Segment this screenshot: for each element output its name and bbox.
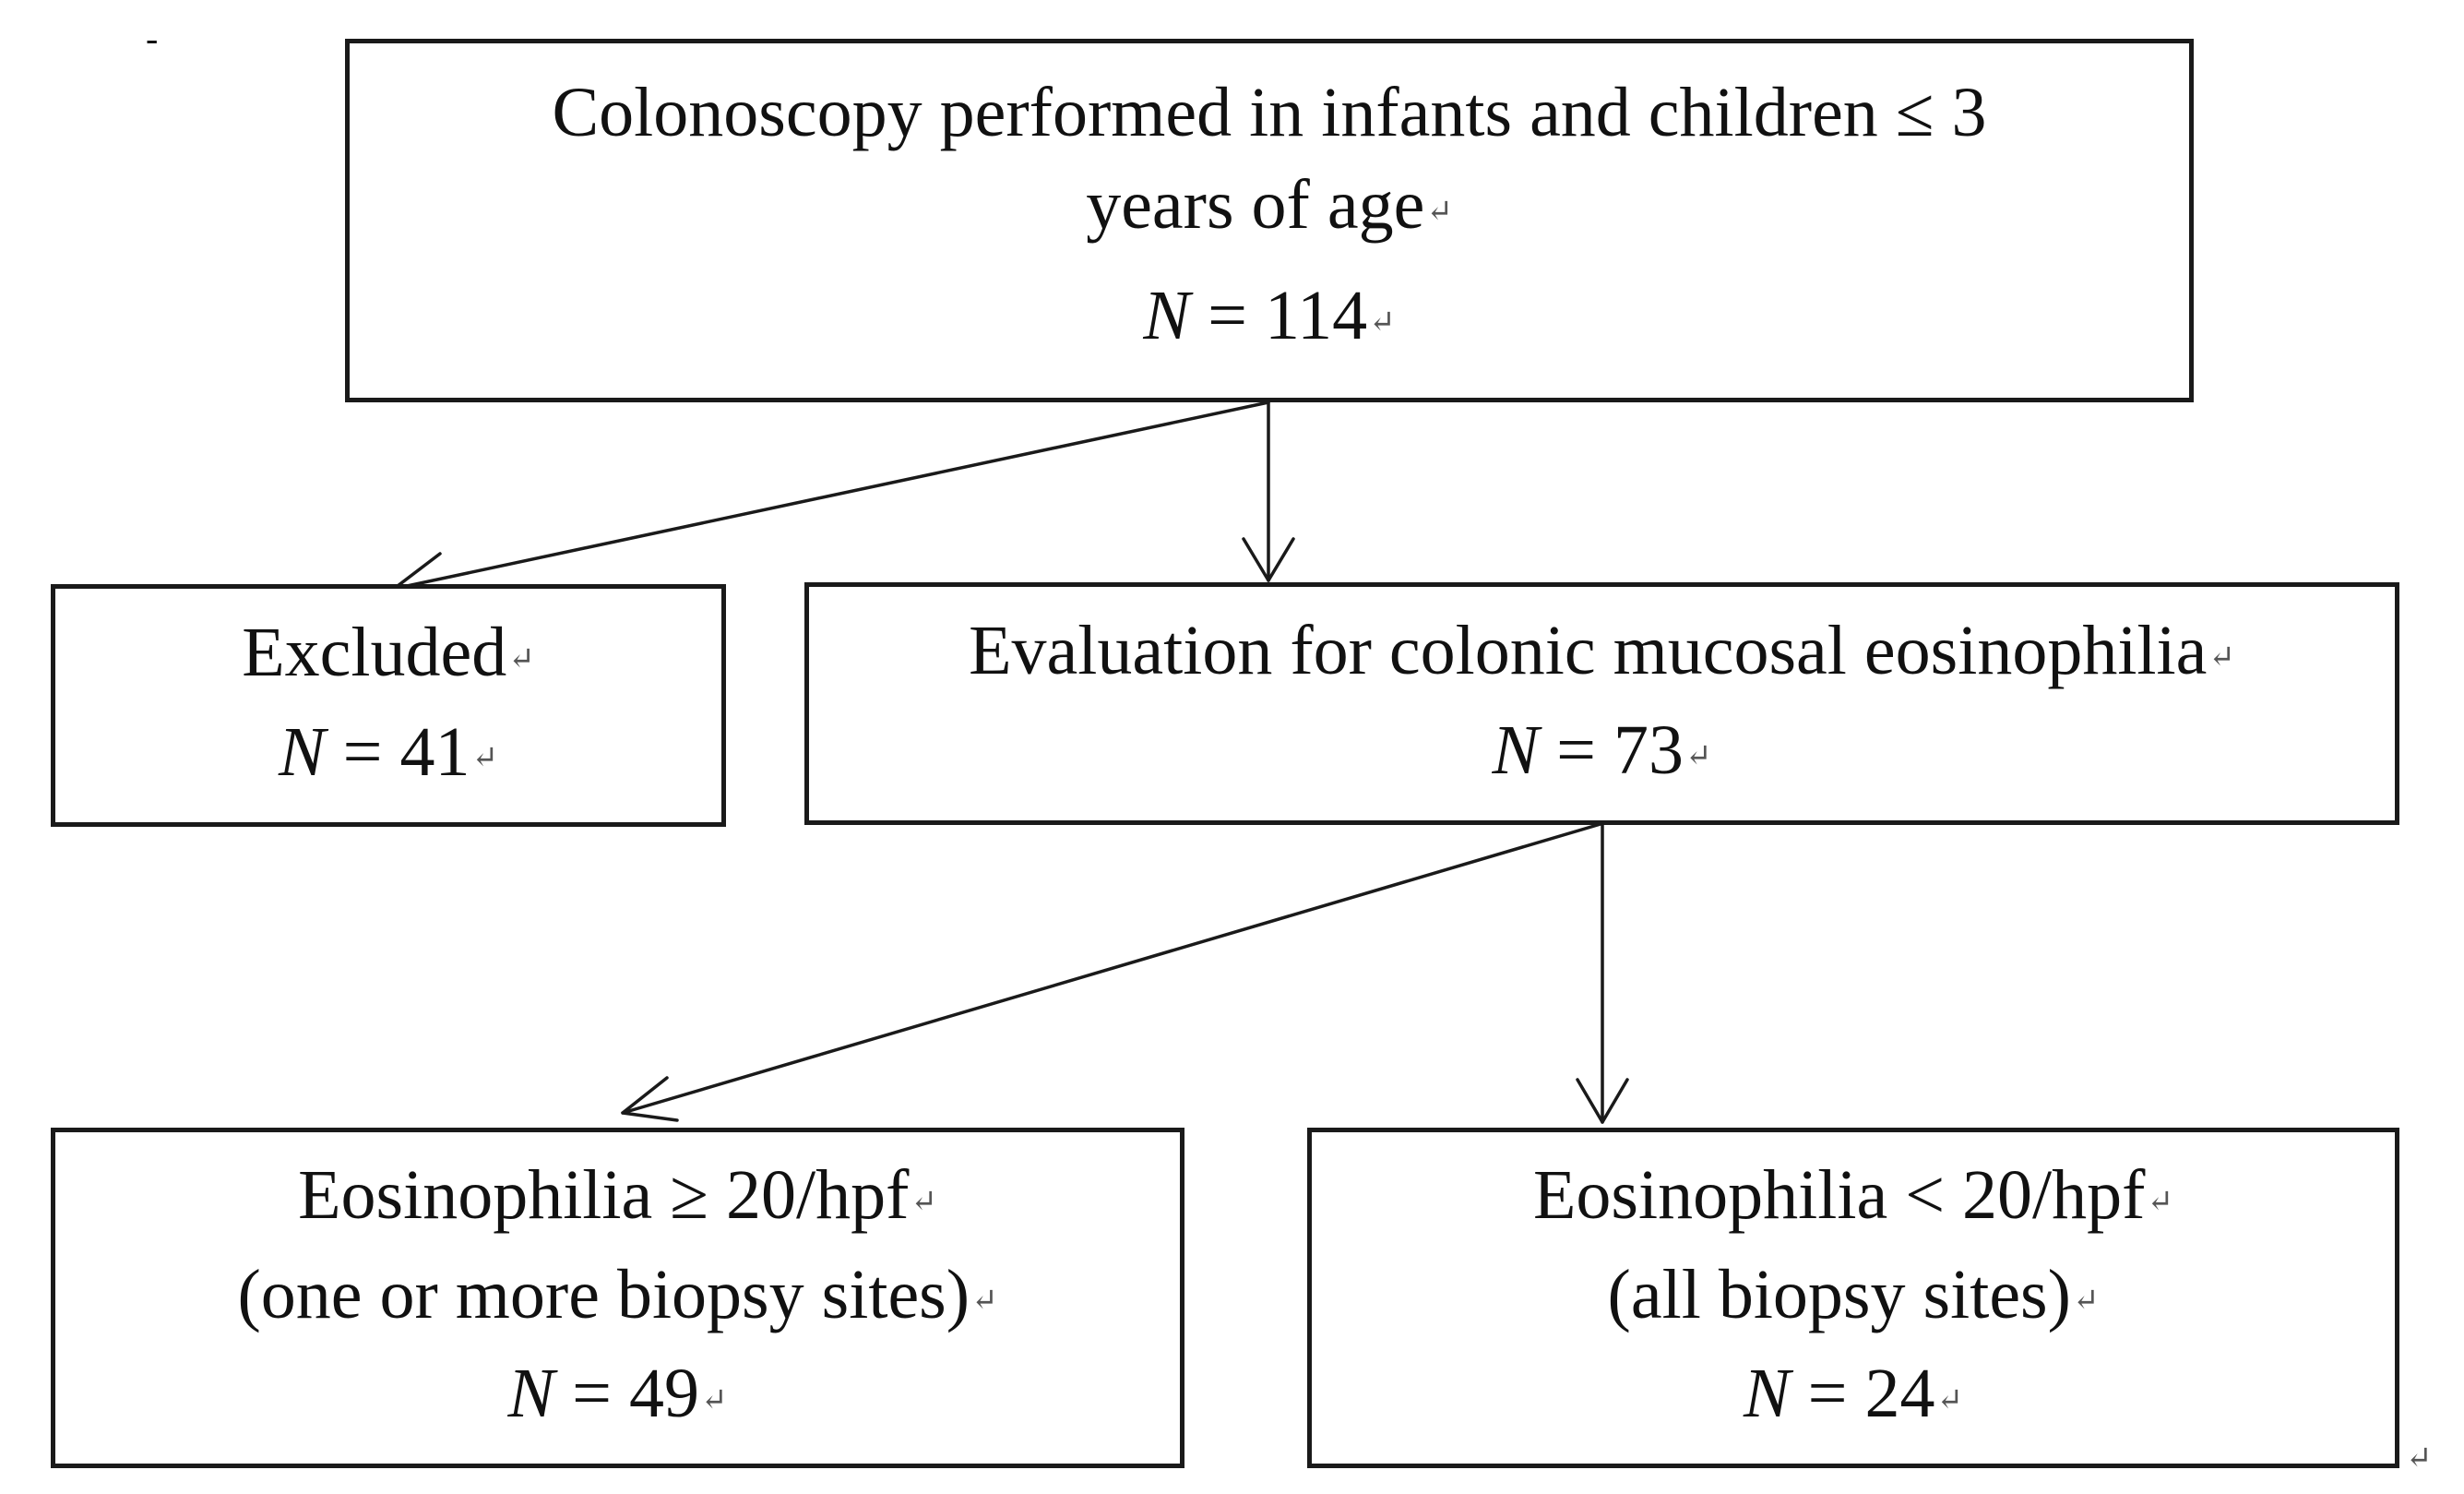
- box-high-count: N = 49↵: [507, 1355, 728, 1433]
- box-low-line2: (all biopsy sites)↵: [1607, 1255, 2100, 1333]
- box-high-line2: (one or more biopsy sites)↵: [237, 1255, 998, 1333]
- box-evaluation-label: Evaluation for colonic mucosal eosinophi…: [969, 611, 2235, 689]
- return-mark: ↵: [471, 741, 499, 776]
- arrowhead-high: [621, 1076, 679, 1122]
- box-excluded: Excluded↵ N = 41↵: [51, 584, 726, 827]
- return-mark: ↵: [701, 1382, 728, 1417]
- return-mark: ↵: [1936, 1382, 1964, 1417]
- box-top-line2: years of age↵: [1086, 166, 1453, 245]
- return-mark: ↵: [2072, 1284, 2100, 1319]
- arrow-top-to-excluded: [392, 400, 1270, 591]
- box-top-line1: Colonoscopy performed in infants and chi…: [552, 74, 1987, 152]
- return-mark: ↵: [1369, 305, 1396, 340]
- return-mark: ↵: [2208, 639, 2235, 675]
- return-mark: ↵: [2147, 1184, 2173, 1219]
- stray-dash-mark: -: [146, 18, 159, 59]
- box-evaluation-count: N = 73↵: [1492, 711, 1712, 789]
- return-mark: ↵: [1685, 739, 1712, 774]
- page-end-return-mark: ↵: [2406, 1441, 2433, 1476]
- box-high-line1: Eosinophilia ≥ 20/hpf↵: [298, 1156, 937, 1235]
- box-excluded-label: Excluded↵: [242, 613, 535, 691]
- box-top-count: N = 114↵: [1143, 277, 1396, 354]
- box-colonoscopy-total: Colonoscopy performed in infants and chi…: [345, 39, 2194, 402]
- return-mark: ↵: [911, 1184, 937, 1219]
- arrowhead-low: [1576, 1078, 1629, 1124]
- box-low-count: N = 24↵: [1743, 1355, 1964, 1433]
- box-low-line1: Eosinophilia < 20/hpf↵: [1533, 1156, 2173, 1235]
- box-eosinophilia-high: Eosinophilia ≥ 20/hpf↵ (one or more biop…: [51, 1128, 1184, 1468]
- return-mark: ↵: [508, 641, 535, 676]
- box-eosinophilia-low: Eosinophilia < 20/hpf↵ (all biopsy sites…: [1307, 1128, 2399, 1468]
- return-mark: ↵: [1426, 195, 1453, 229]
- box-excluded-count: N = 41↵: [278, 712, 499, 791]
- arrow-evaluation-to-high: [621, 822, 1602, 1115]
- arrowhead-evaluation: [1242, 537, 1295, 582]
- box-evaluation: Evaluation for colonic mucosal eosinophi…: [804, 582, 2399, 825]
- return-mark: ↵: [971, 1284, 998, 1319]
